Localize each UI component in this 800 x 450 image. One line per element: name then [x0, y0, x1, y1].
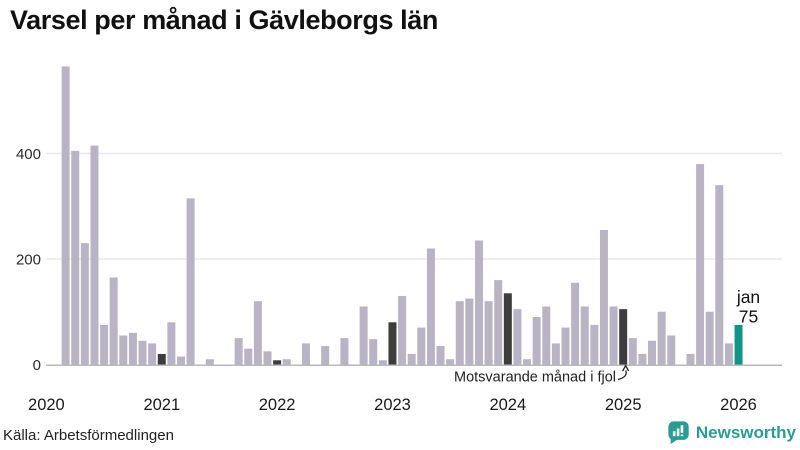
bar-2021-06	[205, 359, 214, 365]
bar-2024-12	[609, 306, 618, 365]
bar-2022-11	[369, 339, 378, 365]
bar-2023-02	[398, 295, 407, 365]
bar-2020-08	[109, 277, 118, 365]
bar-2024-08	[571, 282, 580, 365]
bar-2023-03	[407, 353, 416, 365]
bar-2021-02	[167, 322, 176, 365]
annotation-arrowhead	[622, 364, 630, 372]
bar-2022-02	[282, 359, 291, 365]
bar-2021-10	[244, 348, 253, 365]
bar-2025-02	[628, 338, 637, 365]
bar-2022-10	[359, 306, 368, 365]
bar-2025-11	[715, 185, 724, 365]
bar-2025-03	[638, 353, 647, 365]
bar-2024-07	[561, 327, 570, 365]
bar-2024-11	[599, 229, 608, 365]
bar-2025-01	[619, 309, 628, 365]
bar-2020-03	[61, 66, 70, 365]
bar-2024-05	[542, 306, 551, 365]
bar-2023-12	[494, 280, 503, 365]
x-axis-year-2025: 2025	[605, 396, 642, 414]
bar-2023-08	[455, 301, 464, 365]
x-axis-year-2021: 2021	[143, 396, 180, 414]
annotation-arrow	[617, 370, 627, 381]
bar-2024-01	[503, 293, 512, 365]
bar-2022-01	[273, 360, 282, 365]
bar-2024-09	[580, 306, 589, 365]
chart-title: Varsel per månad i Gävleborgs län	[10, 5, 438, 35]
bar-2023-01	[388, 322, 397, 365]
bar-2024-02	[513, 309, 522, 365]
bar-2020-04	[71, 150, 80, 365]
brand-name: Newsworthy	[695, 422, 796, 442]
bar-2024-04	[532, 317, 541, 365]
bar-2025-08	[686, 353, 695, 365]
bar-2024-10	[590, 324, 599, 365]
bar-2025-10	[705, 311, 714, 365]
bar-2022-04	[301, 343, 310, 365]
bar-2020-10	[128, 332, 137, 365]
bar-2020-11	[138, 340, 147, 365]
bar-2025-06	[667, 335, 676, 365]
x-axis-year-2024: 2024	[489, 396, 526, 414]
bar-2023-05	[426, 248, 435, 365]
bar-2021-03	[176, 356, 185, 365]
current-month-label: jan	[736, 287, 760, 307]
bar-2023-04	[417, 327, 426, 365]
bar-2021-09	[234, 338, 243, 365]
bar-2025-09	[696, 164, 705, 365]
bar-2021-12	[263, 351, 272, 365]
x-axis-year-2026: 2026	[720, 396, 757, 414]
bar-2020-07	[100, 324, 109, 365]
bar-2020-05	[80, 243, 89, 365]
bar-2020-09	[119, 335, 128, 365]
bar-2023-06	[436, 346, 445, 365]
bar-2023-07	[446, 359, 455, 365]
bar-2025-12	[724, 343, 733, 365]
bar-2020-06	[90, 145, 99, 365]
x-axis-year-2022: 2022	[259, 396, 296, 414]
bar-2023-10	[474, 240, 483, 365]
bar-2021-01	[157, 353, 166, 365]
source-credit: Källa: Arbetsförmedlingen	[3, 427, 174, 444]
bar-2021-11	[253, 301, 262, 365]
annotation-last-year-label: Motsvarande månad i fjol	[454, 370, 616, 386]
bar-2024-06	[551, 343, 560, 365]
bar-2024-03	[523, 359, 532, 365]
bar-2023-09	[465, 298, 474, 365]
bar-2020-12	[148, 343, 157, 365]
bar-2026-01	[734, 324, 743, 365]
bar-2022-12	[378, 360, 387, 365]
y-axis-tick-400: 400	[16, 146, 41, 163]
bar-2023-11	[484, 301, 493, 365]
x-axis-year-2023: 2023	[374, 396, 411, 414]
bar-2025-05	[657, 311, 666, 365]
bar-2025-04	[648, 340, 657, 365]
x-axis-year-2020: 2020	[28, 396, 65, 414]
current-value-label: 75	[739, 307, 758, 327]
bar-2021-04	[186, 198, 195, 365]
y-axis-tick-0: 0	[33, 357, 41, 374]
newsworthy-branding: Newsworthy	[667, 420, 796, 445]
bar-2022-08	[340, 338, 349, 365]
bar-2022-06	[321, 346, 330, 365]
bar-chart-speech-bubble-icon	[668, 421, 689, 445]
y-axis-tick-200: 200	[16, 252, 41, 269]
